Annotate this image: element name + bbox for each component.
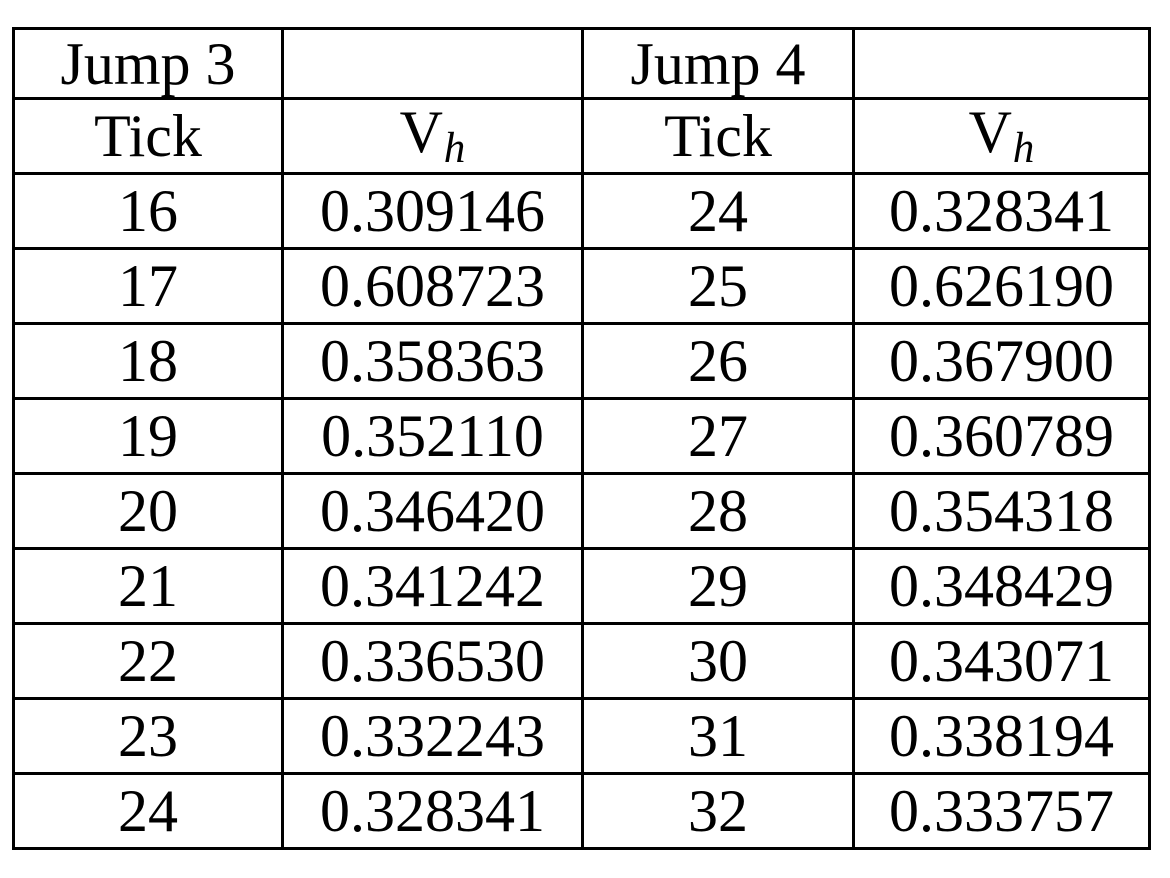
tick-cell: 19 <box>12 397 284 475</box>
tick-cell: 22 <box>12 622 284 700</box>
table-row: 16 0.309146 24 0.328341 <box>12 172 1151 250</box>
value-cell: 0.358363 <box>281 322 584 400</box>
column-header-row: Tick Vh Tick Vh <box>12 97 1151 175</box>
vh-label: V <box>968 99 1012 166</box>
value-cell: 0.348429 <box>852 547 1151 625</box>
tick-cell: 27 <box>581 397 855 475</box>
value-cell: 0.343071 <box>852 622 1151 700</box>
tick-cell: 23 <box>12 697 284 775</box>
group-header-jump4: Jump 4 <box>581 27 855 100</box>
value-cell: 0.352110 <box>281 397 584 475</box>
col-header-vh: Vh <box>852 97 1151 175</box>
tick-cell: 20 <box>12 472 284 550</box>
tick-cell: 21 <box>12 547 284 625</box>
value-cell: 0.360789 <box>852 397 1151 475</box>
table-row: 17 0.608723 25 0.626190 <box>12 247 1151 325</box>
value-cell: 0.328341 <box>852 172 1151 250</box>
value-cell: 0.333757 <box>852 772 1151 850</box>
tick-cell: 29 <box>581 547 855 625</box>
value-cell: 0.332243 <box>281 697 584 775</box>
table-row: 23 0.332243 31 0.338194 <box>12 697 1151 775</box>
tick-cell: 18 <box>12 322 284 400</box>
group-header-spacer <box>852 27 1151 100</box>
value-cell: 0.338194 <box>852 697 1151 775</box>
value-cell: 0.309146 <box>281 172 584 250</box>
value-cell: 0.336530 <box>281 622 584 700</box>
table-row: 18 0.358363 26 0.367900 <box>12 322 1151 400</box>
vh-subscript: h <box>443 124 466 172</box>
data-table: Jump 3 Jump 4 Tick Vh Tick Vh 16 0.30914… <box>12 27 1151 850</box>
tick-cell: 28 <box>581 472 855 550</box>
tick-cell: 16 <box>12 172 284 250</box>
vh-label: V <box>399 99 443 166</box>
vh-subscript: h <box>1012 124 1035 172</box>
tick-cell: 24 <box>12 772 284 850</box>
tick-cell: 25 <box>581 247 855 325</box>
tick-cell: 24 <box>581 172 855 250</box>
tick-cell: 30 <box>581 622 855 700</box>
group-header-spacer <box>281 27 584 100</box>
tick-cell: 31 <box>581 697 855 775</box>
col-header-vh: Vh <box>281 97 584 175</box>
group-header-jump3: Jump 3 <box>12 27 284 100</box>
value-cell: 0.367900 <box>852 322 1151 400</box>
table-row: 22 0.336530 30 0.343071 <box>12 622 1151 700</box>
col-header-tick: Tick <box>12 97 284 175</box>
value-cell: 0.608723 <box>281 247 584 325</box>
value-cell: 0.341242 <box>281 547 584 625</box>
value-cell: 0.346420 <box>281 472 584 550</box>
table-row: 20 0.346420 28 0.354318 <box>12 472 1151 550</box>
tick-cell: 32 <box>581 772 855 850</box>
value-cell: 0.626190 <box>852 247 1151 325</box>
table-row: 21 0.341242 29 0.348429 <box>12 547 1151 625</box>
value-cell: 0.328341 <box>281 772 584 850</box>
tick-cell: 26 <box>581 322 855 400</box>
col-header-tick: Tick <box>581 97 855 175</box>
group-header-row: Jump 3 Jump 4 <box>12 27 1151 100</box>
table-row: 19 0.352110 27 0.360789 <box>12 397 1151 475</box>
value-cell: 0.354318 <box>852 472 1151 550</box>
tick-cell: 17 <box>12 247 284 325</box>
table-row: 24 0.328341 32 0.333757 <box>12 772 1151 850</box>
